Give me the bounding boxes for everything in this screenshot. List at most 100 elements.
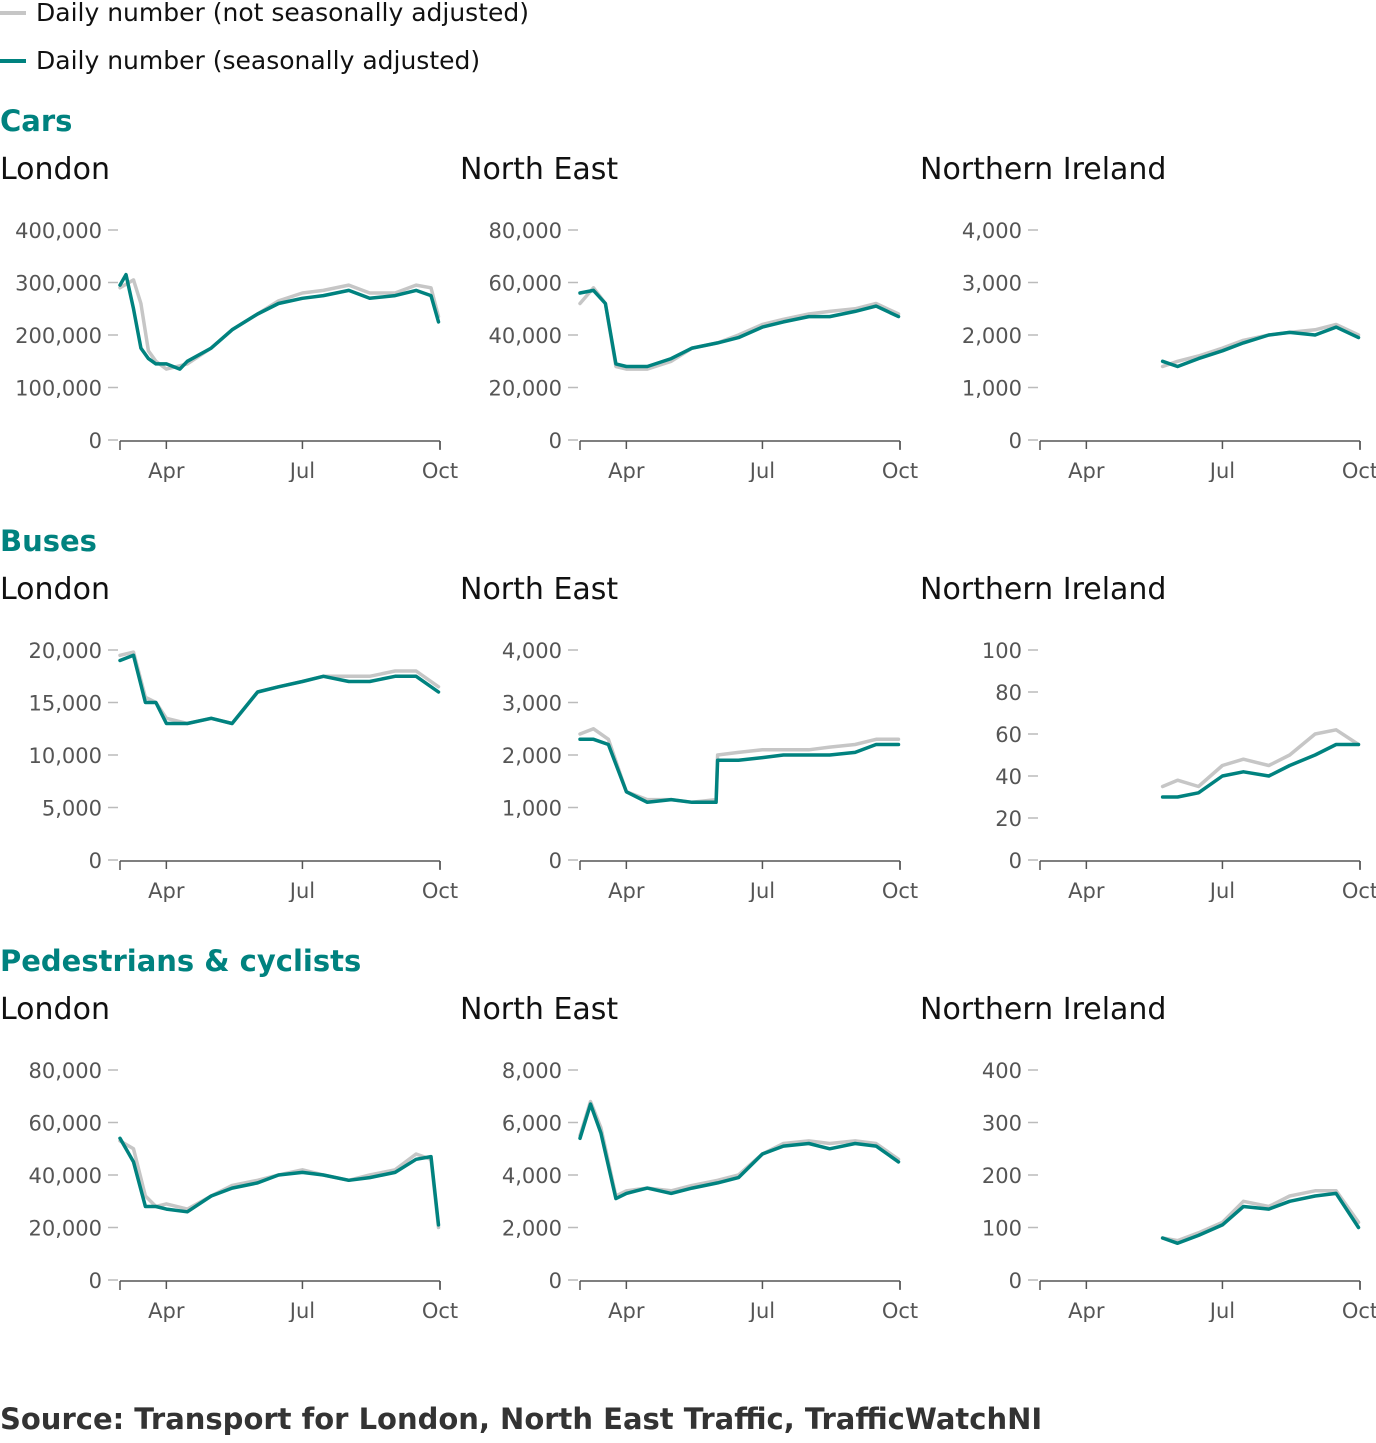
- chart-title: London: [0, 152, 110, 187]
- x-tick-label: Jul: [288, 459, 315, 482]
- series-line-seasonally-adjusted: [118, 653, 441, 726]
- y-tick-label: 4,000: [502, 639, 562, 663]
- y-tick-label: 3,000: [502, 692, 562, 716]
- chart-panel: North East 0 20,000 40,000 60,000 80,000 Apr Ju…: [460, 152, 920, 482]
- x-tick-label: Apr: [148, 879, 185, 902]
- chart-plot: 0 100,000 200,000 300,000 400,000 Apr Jul Oct: [15, 219, 458, 482]
- y-tick-label: 400: [982, 1059, 1022, 1083]
- chart-panel: North East 0 1,000 2,000 3,000 4,000 Apr Jul Oct: [460, 572, 920, 902]
- legend-item-raw: Daily number (not seasonally adjusted): [0, 0, 530, 27]
- y-tick-label: 20,000: [489, 377, 562, 401]
- series-line-seasonally-adjusted: [1160, 1191, 1361, 1246]
- chart-plot: 0 1,000 2,000 3,000 4,000 Apr Jul Oct: [502, 639, 918, 902]
- x-tick-label: Jul: [1208, 1299, 1235, 1322]
- legend-swatch-adjusted: [0, 58, 26, 63]
- y-tick-label: 1,000: [502, 797, 562, 821]
- y-tick-label: 0: [89, 429, 102, 453]
- chart-panel: Northern Ireland 0 20 40 60 80 100 Apr Jul Oct: [920, 572, 1376, 902]
- legend-swatch-raw: [0, 10, 26, 15]
- x-tick-label: Apr: [1068, 879, 1105, 902]
- chart-title: London: [0, 992, 110, 1027]
- x-tick-label: Jul: [748, 879, 775, 902]
- x-tick-label: Apr: [608, 879, 645, 902]
- y-tick-label: 60,000: [29, 1112, 102, 1136]
- chart-panel: London 0 100,000 200,000 300,000 400,000 Apr Ju…: [0, 152, 460, 482]
- y-tick-label: 2,000: [502, 744, 562, 768]
- chart-panel: Northern Ireland 0 100 200 300 400 Apr Jul Oct: [920, 992, 1376, 1322]
- y-tick-label: 40,000: [29, 1164, 102, 1188]
- y-tick-label: 80,000: [29, 1059, 102, 1083]
- chart-plot: 0 20,000 40,000 60,000 80,000 Apr Jul Oct: [489, 219, 919, 482]
- y-tick-label: 1,000: [962, 377, 1022, 401]
- y-tick-label: 20: [995, 807, 1022, 831]
- y-tick-label: 2,000: [502, 1217, 562, 1241]
- legend-label-raw: Daily number (not seasonally adjusted): [36, 0, 530, 27]
- y-tick-label: 80,000: [489, 219, 562, 243]
- x-tick-label: Oct: [1342, 1299, 1376, 1322]
- y-tick-label: 80: [995, 681, 1022, 705]
- y-tick-label: 10,000: [29, 744, 102, 768]
- series-line-seasonally-adjusted: [578, 288, 901, 369]
- x-tick-label: Apr: [608, 459, 645, 482]
- x-tick-label: Jul: [748, 1299, 775, 1322]
- x-tick-label: Apr: [1068, 1299, 1105, 1322]
- y-tick-label: 100: [982, 639, 1022, 663]
- chart-title: North East: [460, 572, 619, 607]
- x-tick-label: Oct: [422, 459, 458, 482]
- series-line-not-seasonally-adjusted: [118, 1139, 441, 1230]
- y-tick-label: 40: [995, 765, 1022, 789]
- section-title-pedestrians: Pedestrians & cyclists: [0, 944, 362, 978]
- y-tick-label: 3,000: [962, 272, 1022, 296]
- series-line-seasonally-adjusted: [118, 1136, 441, 1227]
- y-tick-label: 100,000: [15, 377, 102, 401]
- y-tick-label: 0: [89, 849, 102, 873]
- x-tick-label: Oct: [422, 879, 458, 902]
- series-line-not-seasonally-adjusted: [1160, 728, 1361, 789]
- x-tick-label: Oct: [882, 879, 918, 902]
- y-tick-label: 0: [1009, 429, 1022, 453]
- chart-panel: London 0 5,000 10,000 15,000 20,000 Apr Jul Oct: [0, 572, 460, 902]
- y-tick-label: 200: [982, 1164, 1022, 1188]
- chart-title: London: [0, 572, 110, 607]
- series-line-seasonally-adjusted: [118, 272, 441, 371]
- y-tick-label: 200,000: [15, 324, 102, 348]
- x-tick-label: Apr: [608, 1299, 645, 1322]
- x-tick-label: Jul: [748, 459, 775, 482]
- y-tick-label: 300,000: [15, 272, 102, 296]
- y-tick-label: 0: [1009, 849, 1022, 873]
- series-line-not-seasonally-adjusted: [1160, 1189, 1361, 1243]
- y-tick-label: 20,000: [29, 1217, 102, 1241]
- y-tick-label: 0: [549, 1269, 562, 1293]
- x-tick-label: Apr: [148, 459, 185, 482]
- legend-item-adjusted: Daily number (seasonally adjusted): [0, 46, 529, 75]
- chart-plot: 0 5,000 10,000 15,000 20,000 Apr Jul Oct: [29, 639, 459, 902]
- y-tick-label: 40,000: [489, 324, 562, 348]
- x-tick-label: Oct: [882, 459, 918, 482]
- series-line-seasonally-adjusted: [1160, 742, 1361, 799]
- y-tick-label: 6,000: [502, 1112, 562, 1136]
- series-line-seasonally-adjusted: [578, 737, 901, 805]
- chart-title: Northern Ireland: [920, 992, 1167, 1027]
- x-tick-label: Oct: [1342, 879, 1376, 902]
- source-note: Source: Transport for London, North East…: [0, 1402, 1043, 1436]
- series-line-not-seasonally-adjusted: [578, 1099, 901, 1198]
- chart-plot: 0 20 40 60 80 100 Apr Jul Oct: [982, 639, 1376, 902]
- x-tick-label: Jul: [288, 879, 315, 902]
- chart-plot: 0 2,000 4,000 6,000 8,000 Apr Jul Oct: [502, 1059, 918, 1322]
- chart-plot: 0 100 200 300 400 Apr Jul Oct: [982, 1059, 1376, 1322]
- y-tick-label: 20,000: [29, 639, 102, 663]
- y-tick-label: 0: [549, 429, 562, 453]
- x-tick-label: Oct: [1342, 459, 1376, 482]
- chart-panel: North East 0 2,000 4,000 6,000 8,000 Apr Jul Oct: [460, 992, 920, 1322]
- x-tick-label: Apr: [148, 1299, 185, 1322]
- y-tick-label: 60,000: [489, 272, 562, 296]
- y-tick-label: 300: [982, 1112, 1022, 1136]
- chart-title: North East: [460, 992, 619, 1027]
- y-tick-label: 5,000: [42, 797, 102, 821]
- y-tick-label: 15,000: [29, 692, 102, 716]
- series-line-seasonally-adjusted: [1160, 325, 1361, 369]
- x-tick-label: Jul: [288, 1299, 315, 1322]
- y-tick-label: 8,000: [502, 1059, 562, 1083]
- section-title-buses: Buses: [0, 524, 97, 558]
- y-tick-label: 0: [89, 1269, 102, 1293]
